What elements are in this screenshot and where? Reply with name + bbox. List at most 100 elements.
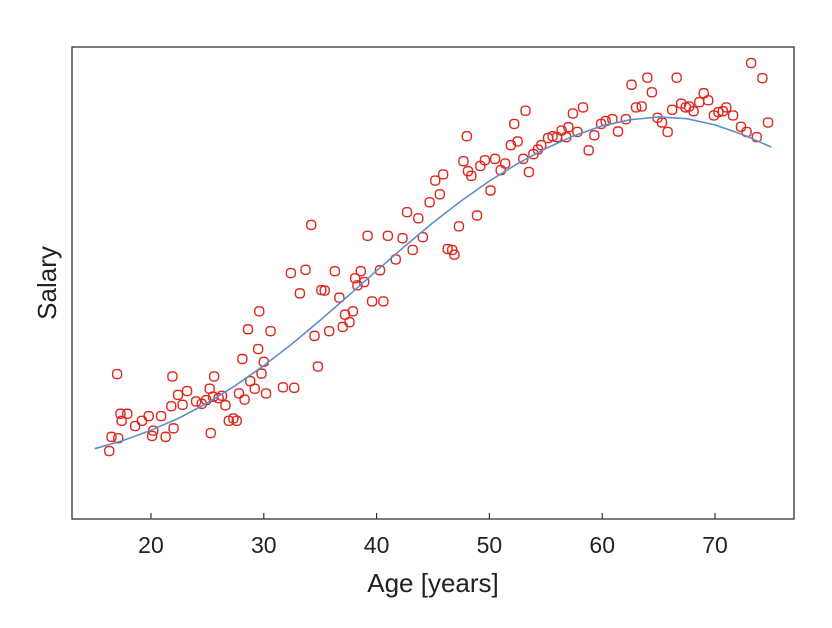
data-point <box>129 420 141 432</box>
data-point <box>547 131 558 142</box>
data-point <box>401 206 413 218</box>
data-point <box>489 153 501 165</box>
data-point <box>143 410 154 422</box>
data-point <box>294 288 306 299</box>
data-point <box>378 296 389 307</box>
data-point <box>656 117 668 128</box>
data-point <box>190 396 202 407</box>
x-axis-label: Age [years] <box>367 568 499 598</box>
data-point <box>231 415 242 427</box>
data-point <box>355 266 366 277</box>
data-point <box>254 306 265 317</box>
data-point <box>671 72 682 83</box>
x-tick-label: 50 <box>477 532 503 558</box>
data-point <box>374 265 386 276</box>
data-point <box>237 353 248 365</box>
data-point <box>626 79 637 90</box>
data-point <box>397 232 408 244</box>
data-point <box>334 292 345 303</box>
data-point <box>252 343 264 355</box>
data-point <box>172 389 184 401</box>
data-point <box>612 126 624 137</box>
data-point <box>703 95 714 106</box>
data-point <box>449 249 460 260</box>
data-point <box>642 72 653 83</box>
data-point <box>407 244 418 256</box>
data-point <box>305 219 317 231</box>
data-point <box>479 155 491 166</box>
data-point <box>329 266 341 277</box>
data-point <box>666 104 678 115</box>
data-point <box>113 433 124 444</box>
data-point <box>167 371 178 382</box>
data-point <box>382 230 394 242</box>
data-point <box>337 321 348 333</box>
data-point <box>424 197 435 208</box>
data-point <box>233 388 245 399</box>
data-point <box>344 316 355 328</box>
data-point <box>458 156 469 167</box>
data-point <box>757 72 768 84</box>
x-tick-label: 60 <box>589 532 615 558</box>
data-point <box>228 413 239 424</box>
data-point <box>567 108 579 119</box>
data-point <box>630 102 642 113</box>
data-point <box>256 368 267 379</box>
x-tick-label: 70 <box>702 532 728 558</box>
data-point <box>466 170 477 182</box>
data-point <box>577 102 589 113</box>
data-point <box>572 126 583 138</box>
data-point <box>249 383 260 394</box>
data-point <box>300 264 311 275</box>
data-point <box>713 106 724 118</box>
data-point <box>461 131 473 142</box>
data-point <box>309 330 320 342</box>
data-point <box>727 110 739 121</box>
data-point <box>721 102 732 113</box>
data-point <box>265 325 276 337</box>
data-point <box>500 158 511 169</box>
data-point <box>208 371 220 382</box>
data-point <box>155 410 167 422</box>
data-point <box>106 431 117 443</box>
data-point <box>168 423 179 434</box>
data-point <box>688 105 699 117</box>
data-point <box>111 368 123 380</box>
data-point <box>177 399 188 410</box>
plot-frame <box>71 46 795 520</box>
data-point <box>285 267 297 279</box>
y-axis-label: Salary <box>32 246 62 320</box>
data-point <box>347 306 359 317</box>
data-point <box>362 230 373 242</box>
data-point <box>260 388 272 399</box>
x-tick-label: 30 <box>251 532 277 558</box>
data-point <box>146 430 158 442</box>
data-point <box>181 385 193 397</box>
data-point <box>239 394 250 405</box>
data-point <box>319 285 330 296</box>
data-point <box>509 118 520 130</box>
data-point <box>160 431 171 443</box>
data-point <box>563 122 574 133</box>
data-point <box>242 324 254 335</box>
data-point <box>434 189 445 200</box>
data-point <box>485 185 496 196</box>
data-point <box>324 325 335 337</box>
data-point <box>116 415 127 427</box>
data-point <box>413 213 424 224</box>
data-point <box>312 361 324 372</box>
data-point <box>417 232 429 243</box>
fit-curve <box>94 116 772 450</box>
data-point <box>366 296 378 307</box>
data-point <box>471 210 483 221</box>
data-point <box>289 382 300 393</box>
data-point <box>136 415 148 427</box>
data-point <box>115 408 126 419</box>
data-point <box>277 382 289 393</box>
data-point <box>352 280 363 291</box>
data-point <box>166 400 177 412</box>
data-point <box>751 131 762 143</box>
data-point <box>220 400 231 411</box>
data-point <box>745 57 757 69</box>
